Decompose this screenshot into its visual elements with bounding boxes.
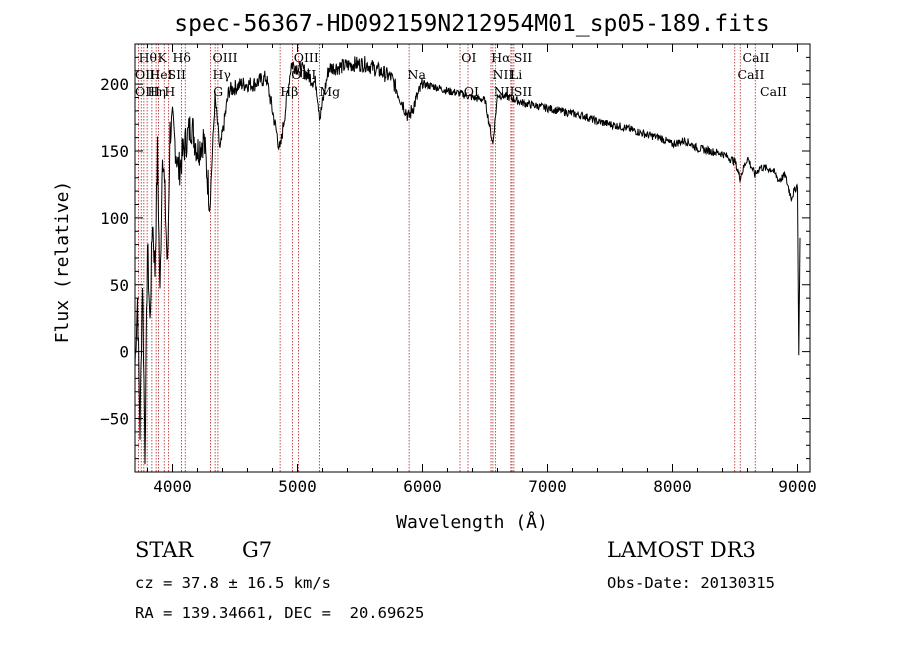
line-label-15: Li xyxy=(510,67,522,82)
line-label-8: CaII xyxy=(743,50,770,65)
x-axis-ticks: 4000 5000 6000 7000 8000 9000 xyxy=(147,44,817,496)
line-label-14: NII xyxy=(493,67,514,82)
line-label-11: SII xyxy=(168,67,187,82)
line-label-26: SII xyxy=(514,84,533,99)
y-tick-label-0: −50 xyxy=(100,410,129,429)
coordinates: RA = 139.34661, DEC = 20.69625 xyxy=(135,604,425,622)
line-label-1: K xyxy=(158,50,168,65)
plot-frame xyxy=(134,43,811,473)
line-label-10: HeI xyxy=(149,67,172,82)
x-tick-label-1: 5000 xyxy=(278,477,317,496)
x-tick-label-5: 9000 xyxy=(778,477,817,496)
y-tick-label-4: 150 xyxy=(100,142,129,161)
x-tick-label-3: 7000 xyxy=(528,477,567,496)
line-label-2: Hδ xyxy=(173,50,191,65)
line-label-20: G xyxy=(213,84,223,99)
x-tick-label-4: 8000 xyxy=(653,477,692,496)
line-label-3: OIII xyxy=(213,50,238,65)
line-label-4: OIII xyxy=(294,50,319,65)
line-label-19: H xyxy=(164,84,175,99)
object-class: STAR xyxy=(135,538,194,562)
chart-title: spec-56367-HD092159N212954M01_sp05-189.f… xyxy=(174,11,769,37)
y-axis-ticks: −50 0 50 100 150 200 xyxy=(100,56,810,460)
line-label-12: Hγ xyxy=(213,67,231,82)
redshift-value: cz = 37.8 ± 16.5 km/s xyxy=(135,574,331,592)
line-label-17: OIII xyxy=(135,84,160,99)
survey-name: LAMOST DR3 xyxy=(607,538,756,562)
line-label-18: Hη xyxy=(148,84,166,99)
y-tick-label-5: 200 xyxy=(100,75,129,94)
line-label-7: SII xyxy=(514,50,533,65)
spectrum-series-line xyxy=(134,56,801,465)
line-label-22: Mg xyxy=(319,84,340,99)
line-label-16: CaII xyxy=(738,67,765,82)
x-tick-label-0: 4000 xyxy=(153,477,192,496)
line-label-5: OI xyxy=(461,50,476,65)
line-label-6: Hα xyxy=(491,50,511,65)
y-axis-label: Flux (relative) xyxy=(52,181,73,344)
y-tick-label-2: 50 xyxy=(110,276,129,295)
line-label-27: CaII xyxy=(760,84,787,99)
object-subclass: G7 xyxy=(242,538,273,562)
spectral-line-markers xyxy=(137,44,756,472)
x-tick-label-2: 6000 xyxy=(403,477,442,496)
line-label-0: Hθ xyxy=(139,50,157,65)
y-tick-label-3: 100 xyxy=(100,209,129,228)
line-label-21: Hβ xyxy=(280,84,298,99)
y-tick-label-1: 0 xyxy=(119,343,129,362)
line-label-23: Na xyxy=(408,67,427,82)
x-axis-label: Wavelength (Å) xyxy=(396,511,548,533)
observation-date: Obs-Date: 20130315 xyxy=(607,574,775,592)
line-label-9: OII xyxy=(135,67,155,82)
